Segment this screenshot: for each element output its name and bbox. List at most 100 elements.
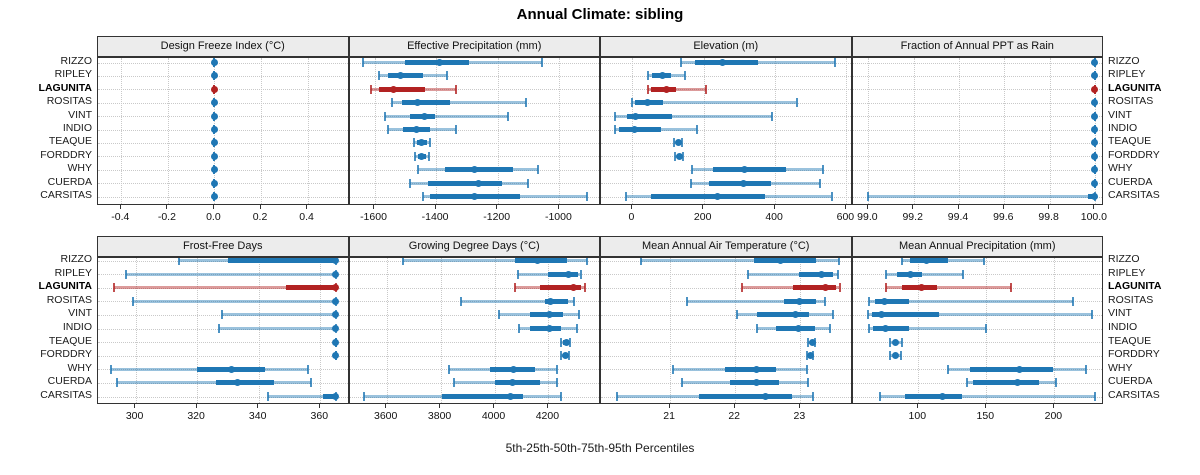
interval-5-95	[218, 327, 336, 330]
axis-tick	[798, 404, 800, 408]
interval-cap	[672, 364, 675, 374]
site-label-right: RIZZO	[1108, 253, 1140, 265]
median-dot	[719, 59, 727, 66]
axis-tick	[373, 205, 374, 209]
median-dot	[917, 284, 925, 292]
interval-cap	[524, 98, 527, 108]
median-dot	[332, 393, 340, 400]
panel	[851, 257, 1103, 404]
median-dot	[777, 258, 785, 264]
axis-tick-label: 99.0	[857, 211, 878, 223]
grid-line-horizontal	[98, 183, 348, 185]
median-dot	[906, 270, 914, 278]
median-dot	[332, 325, 340, 332]
interval-25-75	[529, 326, 562, 331]
site-label-left: WHY	[67, 162, 93, 175]
site-label-left: ROSITAS	[46, 293, 92, 306]
interval-cap	[306, 364, 309, 374]
interval-cap	[568, 351, 571, 361]
interval-25-75	[712, 167, 786, 173]
median-dot	[923, 258, 930, 264]
axis-tick-label: -1600	[360, 211, 387, 223]
median-dot	[474, 179, 482, 187]
grid-line-vertical	[846, 58, 848, 204]
grid-line-horizontal	[601, 342, 851, 344]
median-dot	[643, 99, 651, 107]
interval-cap	[695, 125, 698, 134]
axis-tick	[733, 404, 735, 408]
grid-line-horizontal	[98, 75, 348, 77]
grid-line-horizontal	[601, 75, 851, 77]
interval-5-95	[868, 195, 1095, 198]
grid-line-horizontal	[98, 274, 348, 276]
panel	[348, 257, 600, 404]
median-dot	[210, 193, 218, 200]
axis-tick	[546, 404, 548, 408]
grid-line-horizontal	[349, 89, 600, 91]
interval-25-75	[725, 366, 777, 372]
grid-line-horizontal	[852, 328, 1103, 330]
axis-tick-label: 300	[125, 410, 144, 422]
interval-25-75	[873, 326, 909, 331]
median-dot	[818, 270, 826, 278]
axis-tick	[385, 404, 387, 408]
interval-cap	[559, 392, 562, 401]
median-dot	[417, 139, 425, 147]
grid-line-horizontal	[601, 382, 851, 384]
grid-line-vertical	[135, 258, 137, 403]
grid-line-horizontal	[349, 355, 600, 357]
grid-line-horizontal	[349, 301, 600, 303]
median-dot	[1091, 99, 1099, 107]
grid-line-horizontal	[98, 328, 348, 330]
site-label-right: CARSITAS	[1108, 389, 1160, 401]
grid-line-horizontal	[601, 301, 851, 303]
site-label-left: CUERDA	[47, 175, 92, 188]
median-dot	[210, 112, 218, 120]
median-dot	[1015, 365, 1023, 373]
grid-line-vertical	[959, 58, 960, 204]
interval-cap	[795, 98, 798, 108]
grid-line-horizontal	[601, 102, 851, 104]
interval-cap	[378, 71, 381, 81]
axis-tick-label: 21	[663, 410, 675, 422]
median-dot	[332, 311, 340, 319]
interval-cap	[537, 165, 540, 175]
median-dot	[470, 166, 478, 174]
interval-cap	[686, 296, 688, 306]
grid-line-vertical	[167, 58, 169, 204]
grid-line-horizontal	[98, 102, 348, 104]
median-dot	[891, 352, 899, 360]
interval-25-75	[757, 312, 810, 318]
interval-25-75	[792, 285, 837, 291]
panel-strip-label: Frost-Free Days	[183, 240, 263, 252]
axis-tick	[844, 205, 846, 209]
interval-cap	[837, 258, 840, 265]
grid-line-horizontal	[601, 355, 851, 357]
grid-line-horizontal	[98, 287, 348, 289]
interval-5-95	[117, 381, 311, 385]
interval-5-95	[869, 327, 987, 330]
axis-tick-label: -1400	[421, 211, 449, 223]
grid-line-horizontal	[852, 287, 1103, 289]
axis-tick-label: 400	[765, 211, 783, 223]
axis-tick-label: 99.4	[947, 211, 969, 223]
interval-cap	[819, 178, 822, 188]
median-dot	[796, 297, 804, 305]
site-label-right: ROSITAS	[1108, 293, 1154, 306]
axis-tick-label: 99.2	[902, 211, 923, 223]
interval-25-75	[445, 167, 514, 173]
median-dot	[210, 152, 218, 160]
axis-tick-label: 360	[310, 410, 329, 422]
grid-line-horizontal	[98, 169, 348, 171]
site-label-right: CARSITAS	[1108, 189, 1160, 201]
site-label-left: INDIO	[62, 122, 92, 134]
interval-cap	[805, 364, 808, 374]
axis-tick	[212, 205, 214, 209]
interval-5-95	[747, 272, 839, 276]
grid-line-horizontal	[852, 156, 1103, 158]
grid-line-horizontal	[852, 274, 1103, 276]
panel	[97, 57, 349, 205]
grid-line-horizontal	[349, 156, 600, 158]
grid-line-horizontal	[601, 129, 851, 131]
axis-tick-label: -1000	[544, 211, 572, 223]
